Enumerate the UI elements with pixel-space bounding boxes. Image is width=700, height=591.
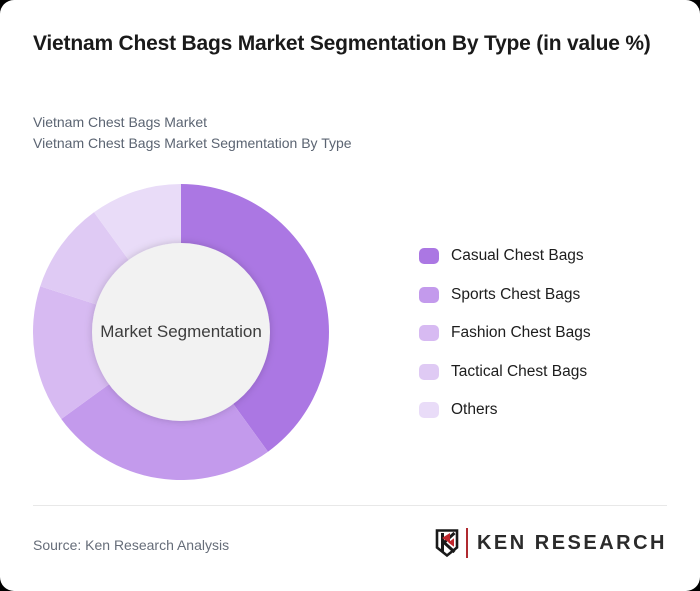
legend-item-tactical-chest-bags[interactable]: Tactical Chest Bags [419, 362, 591, 382]
legend: Casual Chest Bags Sports Chest Bags Fashio… [419, 246, 591, 439]
legend-swatch [419, 248, 439, 264]
donut-hole [92, 243, 270, 421]
subtitle-line-2: Vietnam Chest Bags Market Segmentation B… [33, 135, 352, 151]
legend-label: Casual Chest Bags [451, 247, 584, 264]
legend-label: Sports Chest Bags [451, 285, 581, 303]
legend-swatch [419, 363, 439, 380]
page-title: Vietnam Chest Bags Market Segmentation B… [33, 32, 651, 55]
legend-item-others[interactable]: Others [419, 400, 591, 420]
logo-wordmark: KEN RESEARCH [476, 531, 667, 554]
donut-svg [33, 184, 329, 480]
legend-item-sports-chest-bags[interactable]: Sports Chest Bags [419, 285, 591, 305]
legend-item-fashion-chest-bags[interactable]: Fashion Chest Bags [419, 323, 591, 343]
donut-chart: Market Segmentation [33, 184, 329, 480]
legend-swatch [419, 325, 439, 341]
chart-subtitle: Vietnam Chest Bags Market Vietnam Chest … [33, 112, 352, 154]
legend-swatch [419, 286, 439, 303]
legend-swatch [419, 402, 439, 418]
footer-divider [33, 505, 667, 506]
subtitle-line-1: Vietnam Chest Bags Market [33, 114, 208, 130]
source-text: Source: Ken Research Analysis [33, 537, 230, 553]
legend-label: Tactical Chest Bags [451, 362, 588, 380]
legend-label: Fashion Chest Bags [451, 324, 591, 341]
legend-item-casual-chest-bags[interactable]: Casual Chest Bags [419, 246, 591, 266]
ken-research-logo: KEN RESEARCH [435, 526, 667, 560]
logo-k-triangle [441, 533, 450, 543]
logo-divider-bar [465, 528, 468, 558]
legend-label: Others [451, 401, 498, 418]
